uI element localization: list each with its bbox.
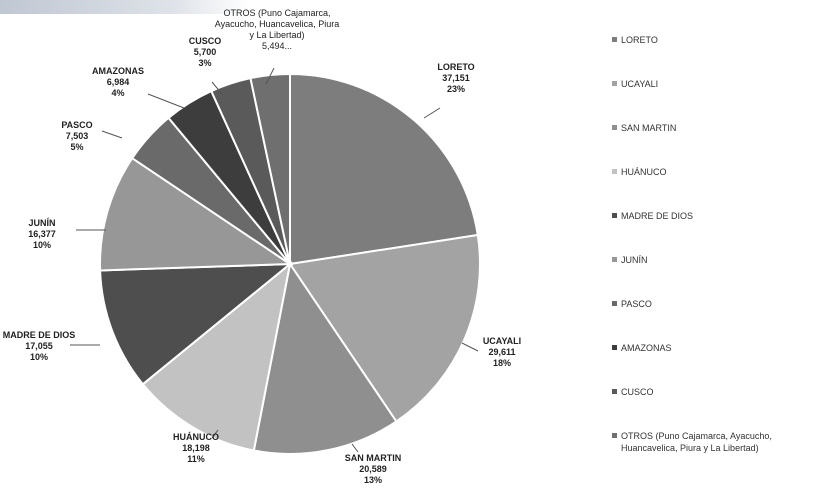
legend-swatch <box>612 433 617 438</box>
legend-label: SAN MARTIN <box>621 123 677 133</box>
legend-item: UCAYALI <box>612 78 821 90</box>
data-label-1: UCAYALI 29,611 18% <box>483 336 521 368</box>
leader-line-0 <box>423 107 441 119</box>
data-label-4: MADRE DE DIOS 17,055 10% <box>3 330 76 362</box>
leader-line-8 <box>211 81 223 95</box>
data-label-5: JUNÍN 16,377 10% <box>28 218 56 250</box>
legend-label: UCAYALI <box>621 79 659 89</box>
data-label-6: PASCO 7,503 5% <box>61 120 92 152</box>
pie-center <box>287 261 293 267</box>
pie-slice-5 <box>99 156 294 272</box>
legend-item: SAN MARTIN <box>612 122 821 134</box>
legend-swatch <box>612 213 617 218</box>
leader-line-6 <box>101 130 123 139</box>
data-label-9: OTROS (Puno Cajamarca, Ayacucho, Huancave… <box>215 8 339 51</box>
leader-line-7 <box>147 93 185 109</box>
pie-slice-0 <box>289 72 479 266</box>
pie-chart: LORETO 37,151 23% UCAYALI 29,611 18% SAN MARTI… <box>3 8 521 485</box>
pie-slice-2 <box>252 261 398 455</box>
legend-swatch <box>612 81 617 86</box>
leader-line-2 <box>351 443 359 453</box>
legend-label: PASCO <box>621 299 652 309</box>
pie-slice-1 <box>288 233 481 423</box>
pie-slice-3 <box>141 261 292 452</box>
leader-line-3 <box>211 429 219 439</box>
legend-label: OTROS (Puno Cajamarca, Ayacucho, Huancav… <box>621 431 772 453</box>
leader-line-1 <box>461 342 479 352</box>
legend-item: PASCO <box>612 298 821 310</box>
legend-item: HUÁNUCO <box>612 166 821 178</box>
legend-item: LORETO <box>612 34 821 46</box>
legend-item: CUSCO <box>612 386 821 398</box>
legend-item: MADRE DE DIOS <box>612 210 821 222</box>
pie-slice-4 <box>99 262 293 386</box>
data-label-7: AMAZONAS 6,984 4% <box>92 66 144 98</box>
legend-swatch <box>612 125 617 130</box>
legend-item: AMAZONAS <box>612 342 821 354</box>
data-label-0: LORETO 37,151 23% <box>437 62 474 94</box>
legend-label: JUNÍN <box>621 255 648 265</box>
legend-swatch <box>612 345 617 350</box>
legend-swatch <box>612 257 617 262</box>
data-label-3: HUÁNUCO 18,198 11% <box>173 432 219 464</box>
scan-artifact-band <box>0 0 250 14</box>
legend-item: JUNÍN <box>612 254 821 266</box>
legend-label: MADRE DE DIOS <box>621 211 694 221</box>
legend-label: CUSCO <box>621 387 654 397</box>
legend-swatch <box>612 37 617 42</box>
legend-label: HUÁNUCO <box>621 167 667 177</box>
legend-label: LORETO <box>621 35 658 45</box>
leader-line-9 <box>265 67 275 85</box>
legend-swatch <box>612 169 617 174</box>
data-label-2: SAN MARTIN 20,589 13% <box>345 453 402 485</box>
legend-swatch <box>612 389 617 394</box>
legend-swatch <box>612 301 617 306</box>
legend-label: AMAZONAS <box>621 343 672 353</box>
legend-item: OTROS (Puno Cajamarca, Ayacucho, Huancav… <box>612 430 821 454</box>
data-label-8: CUSCO 5,700 3% <box>189 36 222 68</box>
